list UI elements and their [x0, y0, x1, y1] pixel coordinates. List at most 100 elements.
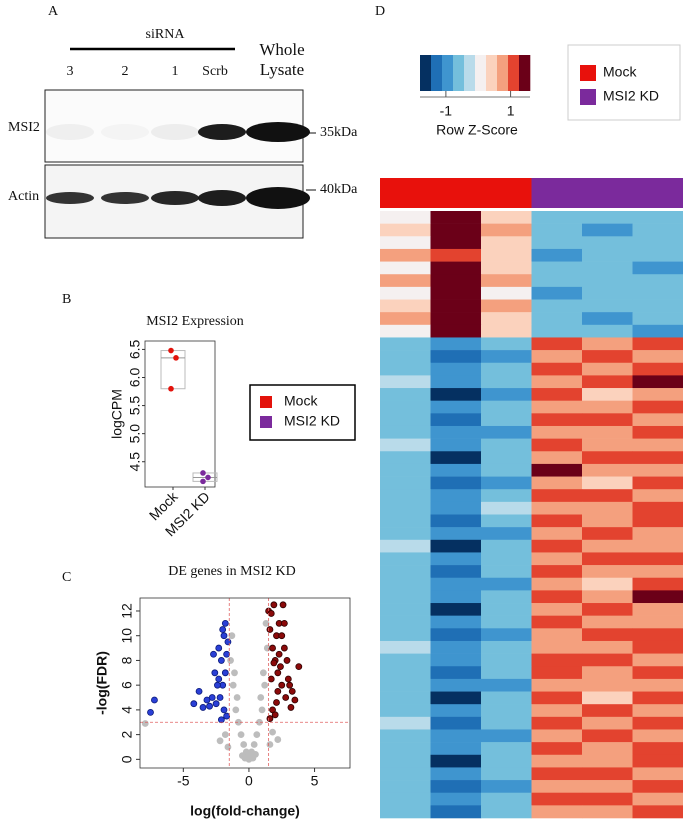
point [147, 708, 154, 716]
heatmap-cell [582, 350, 633, 364]
point [275, 650, 283, 658]
heatmap-cell [380, 438, 431, 452]
heatmap-cell [582, 400, 633, 414]
heatmap-cell [380, 223, 431, 237]
heatmap-cell [582, 362, 633, 376]
heatmap-cell [582, 767, 633, 781]
heatmap-cell [430, 805, 482, 819]
point [229, 681, 237, 689]
heatmap-cell [582, 666, 633, 680]
chart-title: DE genes in MSI2 KD [168, 564, 296, 579]
panel-label: D [375, 4, 385, 19]
heatmap-cell [582, 476, 633, 490]
column-group-bar [380, 178, 532, 208]
heatmap-cell [531, 476, 583, 490]
heatmap-cell [632, 362, 683, 376]
heatmap-cell [430, 476, 482, 490]
heatmap-cell [481, 425, 532, 439]
heatmap-cell [582, 640, 633, 654]
heatmap-cell [430, 463, 482, 477]
heatmap-cell [582, 514, 633, 528]
heatmap-cell [582, 754, 633, 768]
point [278, 681, 286, 689]
heatmap-cell [582, 501, 633, 515]
heatmap-cell [380, 805, 431, 819]
heatmap-cell [430, 236, 482, 250]
point [253, 731, 261, 739]
heatmap-cell [481, 337, 532, 351]
heatmap-cell [531, 527, 583, 541]
heatmap-cell [582, 552, 633, 566]
heatmap-cell [531, 248, 583, 262]
heatmap-cell [430, 388, 482, 401]
heatmap-cell [481, 742, 532, 756]
heatmap-cell [632, 501, 683, 515]
heatmap-cell [481, 615, 532, 629]
heatmap-cell [430, 678, 482, 692]
colorbar-title: Row Z-Score [436, 122, 518, 138]
point [261, 681, 269, 689]
point [223, 712, 231, 720]
point [280, 619, 288, 627]
heatmap-cell [481, 780, 532, 794]
heatmap-cell [582, 236, 633, 250]
heatmap-cell [430, 324, 482, 338]
y-tick-label: 12 [119, 603, 135, 619]
heatmap-cell [531, 754, 583, 768]
heatmap-cell [430, 780, 482, 794]
heatmap-cell [481, 691, 532, 705]
heatmap-cell [531, 792, 583, 806]
heatmap-cell [430, 552, 482, 566]
heatmap-cell [430, 350, 482, 364]
heatmap-cell [380, 565, 431, 579]
heatmap-cell [380, 527, 431, 541]
heatmap-cell [531, 350, 583, 364]
legend-label: MSI2 KD [603, 88, 659, 104]
heatmap-cell [582, 539, 633, 553]
heatmap-cell [582, 527, 633, 541]
band [101, 192, 149, 204]
point [241, 754, 249, 762]
heatmap-cell [430, 501, 482, 515]
heatmap-cell [582, 603, 633, 616]
heatmap-cell [531, 742, 583, 756]
heatmap-cell [531, 704, 583, 718]
heatmap-cell [582, 211, 633, 224]
point [200, 478, 206, 485]
heatmap-cell [632, 628, 683, 642]
heatmap-cell [380, 716, 431, 730]
point [278, 632, 286, 640]
heatmap-cell [481, 350, 532, 364]
panel-label: C [62, 570, 71, 585]
heatmap-cell [582, 628, 633, 642]
heatmap-cell [582, 489, 633, 503]
heatmap-cell [632, 211, 683, 224]
heatmap-cell [582, 388, 633, 401]
heatmap-cell [531, 767, 583, 781]
lane-label: Whole Lysate [259, 40, 305, 79]
heatmap-cell [481, 792, 532, 806]
heatmap-cell [531, 615, 583, 629]
heatmap-cell [531, 324, 583, 338]
point [273, 699, 280, 706]
heatmap-cell [531, 565, 583, 579]
heatmap-cell [380, 603, 431, 616]
heatmap-cell [632, 577, 683, 591]
heatmap-cell [582, 261, 633, 275]
heatmap-cell [380, 615, 431, 629]
row-label: MSI2 [8, 120, 40, 135]
heatmap-cell [380, 552, 431, 566]
heatmap-cell [481, 527, 532, 541]
point [173, 355, 179, 361]
point [240, 741, 248, 748]
point [267, 675, 275, 683]
heatmap-cell [430, 514, 482, 528]
point [216, 694, 224, 701]
heatmap-cell [430, 628, 482, 642]
heatmap-cell [481, 223, 532, 237]
band [198, 190, 246, 206]
point [295, 663, 303, 671]
point [221, 731, 229, 739]
y-tick-label: 6.5 [127, 339, 143, 359]
heatmap-cell [632, 691, 683, 705]
